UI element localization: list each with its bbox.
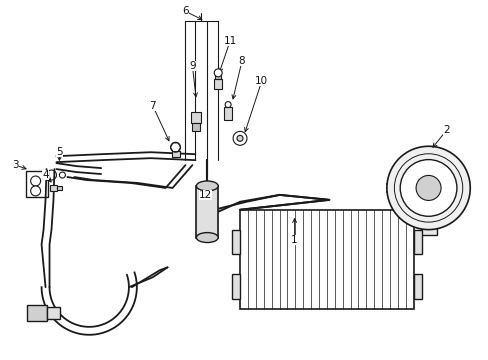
Bar <box>240 210 413 309</box>
Bar <box>196 186 218 238</box>
Text: 3: 3 <box>12 160 19 170</box>
Text: 12: 12 <box>198 190 211 200</box>
Circle shape <box>399 159 456 216</box>
Text: 8: 8 <box>238 56 245 66</box>
Text: 5: 5 <box>56 147 62 157</box>
Bar <box>413 274 421 299</box>
Text: 6: 6 <box>182 6 188 16</box>
Bar <box>224 107 232 121</box>
Text: 7: 7 <box>149 100 156 111</box>
Circle shape <box>237 135 243 141</box>
Bar <box>420 188 436 235</box>
Bar <box>215 74 221 79</box>
Text: 4: 4 <box>42 170 49 180</box>
Circle shape <box>415 175 440 201</box>
Circle shape <box>31 176 41 186</box>
Bar <box>26 171 47 197</box>
Bar <box>49 185 57 191</box>
Ellipse shape <box>196 181 218 191</box>
Bar <box>27 305 46 321</box>
Text: 2: 2 <box>442 125 449 135</box>
Text: 9: 9 <box>189 61 195 71</box>
Bar <box>57 186 62 190</box>
Circle shape <box>31 186 41 196</box>
Text: 10: 10 <box>255 76 268 86</box>
Bar <box>46 307 61 319</box>
Bar <box>232 274 240 299</box>
Bar <box>413 230 421 255</box>
Circle shape <box>170 142 180 152</box>
Bar <box>191 112 201 123</box>
Circle shape <box>386 146 469 230</box>
Text: 1: 1 <box>291 234 297 244</box>
Bar <box>214 79 222 89</box>
Ellipse shape <box>196 233 218 243</box>
Bar <box>171 151 179 157</box>
Circle shape <box>224 102 231 108</box>
Text: 11: 11 <box>223 36 236 46</box>
Bar <box>192 123 200 131</box>
Bar <box>232 230 240 255</box>
Circle shape <box>214 69 222 77</box>
